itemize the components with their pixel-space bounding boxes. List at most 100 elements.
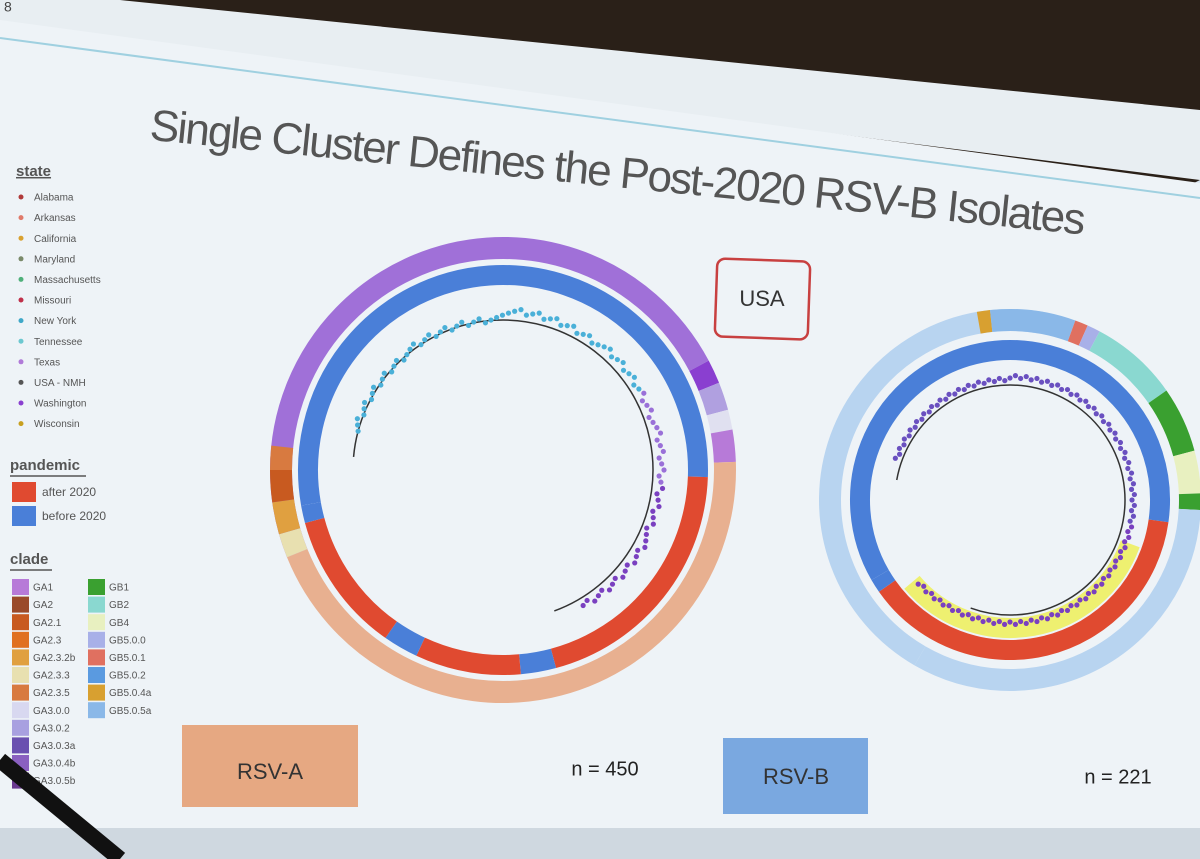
tip xyxy=(1044,616,1051,622)
tip xyxy=(620,574,626,580)
tip xyxy=(1107,427,1113,433)
legend-swatch xyxy=(88,649,105,666)
tip xyxy=(437,329,443,335)
legend-label: GA2.3 xyxy=(33,635,62,646)
tip xyxy=(996,618,1002,625)
tip xyxy=(1034,375,1040,382)
tip xyxy=(391,363,397,369)
tip xyxy=(931,596,937,602)
tip xyxy=(426,332,432,338)
tip xyxy=(892,455,898,461)
tip xyxy=(614,356,620,363)
tip xyxy=(1113,436,1119,442)
ring-segment xyxy=(1089,331,1167,404)
tip xyxy=(1128,508,1135,514)
tip xyxy=(1093,411,1099,417)
tip xyxy=(608,354,615,360)
legend-label: GB5.0.1 xyxy=(109,653,146,664)
tip xyxy=(940,602,946,608)
tip xyxy=(449,327,455,333)
tip xyxy=(361,406,367,412)
legend-swatch xyxy=(12,719,29,736)
legend-label: GA1 xyxy=(33,583,53,594)
tip xyxy=(459,319,465,325)
ring-segment xyxy=(878,519,1169,660)
tip xyxy=(1064,386,1071,393)
legend-label: Washington xyxy=(34,399,86,410)
tip xyxy=(955,386,962,393)
tip xyxy=(971,383,977,389)
tip xyxy=(624,562,630,568)
tip xyxy=(657,443,663,449)
tip xyxy=(996,375,1002,382)
trees xyxy=(270,237,1200,703)
legend-dot xyxy=(18,194,24,200)
tip xyxy=(1058,386,1065,393)
tip xyxy=(654,437,660,443)
tip xyxy=(659,485,666,492)
tip xyxy=(606,587,613,593)
tip xyxy=(654,425,660,431)
tip xyxy=(595,342,601,348)
tip xyxy=(1126,459,1132,466)
tip xyxy=(620,367,627,373)
legend-swatch xyxy=(12,667,29,683)
ring-segment xyxy=(279,528,308,558)
tip xyxy=(986,617,992,623)
legend-swatch xyxy=(12,614,29,631)
ring-segment xyxy=(1173,450,1200,495)
tip xyxy=(1112,564,1118,570)
ring-segment xyxy=(416,637,521,675)
tip xyxy=(648,407,654,413)
legend-dot xyxy=(18,359,24,365)
tip xyxy=(488,317,494,323)
ring-segment xyxy=(304,517,398,638)
panel-label: RSV-A xyxy=(237,759,303,784)
legend: state pandemic clade Alabama Arkansas Cali… xyxy=(10,163,152,789)
tip xyxy=(1100,575,1107,582)
legend-label: GA3.0.0 xyxy=(33,706,70,717)
legend-label: Missouri xyxy=(34,296,71,307)
tip xyxy=(1099,413,1105,419)
tip xyxy=(1091,405,1097,411)
legend-label: GA2 xyxy=(33,600,53,611)
tip xyxy=(620,359,626,366)
tip xyxy=(465,322,472,329)
legend-label: GA3.0.4b xyxy=(33,759,76,770)
tip xyxy=(369,390,376,396)
tip xyxy=(1093,583,1099,589)
ring-segment xyxy=(301,502,325,524)
legend-label: Arkansas xyxy=(34,213,76,224)
tip xyxy=(906,433,912,439)
tip xyxy=(1100,418,1107,425)
tip xyxy=(901,442,907,448)
legend-label: GA3.0.3a xyxy=(33,741,76,752)
tip xyxy=(1128,524,1135,530)
legend-label: GB2 xyxy=(109,600,129,611)
microphone xyxy=(0,753,126,859)
tip xyxy=(912,424,918,430)
ring-segment xyxy=(990,309,1076,342)
ring-segment xyxy=(550,476,708,669)
legend-label: Tennessee xyxy=(34,337,83,348)
tip xyxy=(1023,373,1029,380)
legend-dot xyxy=(18,256,24,262)
tip xyxy=(471,319,477,325)
tip xyxy=(921,583,927,589)
tip xyxy=(410,341,417,347)
ring-segment xyxy=(896,384,1126,616)
tip xyxy=(643,531,649,538)
legend-dot xyxy=(18,421,24,427)
legend-label: California xyxy=(34,234,77,245)
tip xyxy=(580,602,586,609)
tip xyxy=(1077,597,1083,603)
tip xyxy=(370,384,377,390)
tip xyxy=(646,414,652,421)
tip xyxy=(660,448,666,455)
legend-dot xyxy=(18,318,24,324)
tip xyxy=(1023,620,1029,627)
tip xyxy=(379,376,386,382)
ring-segment xyxy=(819,309,1044,666)
tip xyxy=(1106,421,1112,427)
